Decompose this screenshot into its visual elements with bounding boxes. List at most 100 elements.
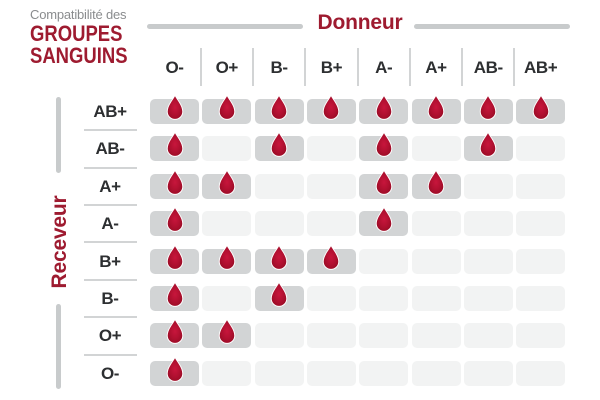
- cell-O--A-: [359, 360, 409, 386]
- cell-O--B+: [306, 360, 356, 386]
- cell-A+-AB-: [463, 173, 513, 199]
- cell-AB--O+: [202, 136, 252, 162]
- row-separator: [84, 204, 137, 206]
- column-separator: [199, 48, 202, 86]
- cell-A--AB+: [516, 211, 566, 237]
- cell-A--O+: [202, 211, 252, 237]
- donor-col-header-O+: O+: [215, 58, 239, 77]
- cell-A--B+: [306, 211, 356, 237]
- cell-B--O-: [150, 282, 199, 311]
- row-separator: [84, 241, 137, 244]
- cell-A+-A+: [411, 170, 461, 199]
- cell-AB+-O-: [150, 95, 199, 124]
- blood-drop-icon: [166, 207, 183, 233]
- cell-A+-B-: [254, 173, 304, 199]
- blood-drop-icon: [270, 244, 288, 270]
- cell-A--O-: [150, 207, 199, 237]
- cell-O--O+: [202, 360, 252, 386]
- cell-AB--AB-: [463, 132, 513, 162]
- row-separator: [84, 353, 137, 356]
- cell-AB--O-: [150, 132, 199, 162]
- cell-B--A+: [411, 286, 461, 311]
- donor-col-header-AB+: AB+: [523, 58, 558, 77]
- cell-B+-A+: [411, 248, 461, 274]
- cell-AB+-A+: [411, 95, 461, 124]
- title-main-line2: SANGUINS: [30, 43, 128, 68]
- donor-axis-label: Donneur: [317, 11, 403, 34]
- column-separator: [461, 48, 464, 86]
- cell-B+-O+: [202, 244, 252, 274]
- cell-O+-A-: [359, 323, 409, 349]
- cell-O--AB+: [516, 360, 566, 386]
- donor-col-header-AB-: AB-: [473, 58, 503, 77]
- cell-A+-A-: [359, 170, 409, 199]
- cell-O--AB-: [463, 360, 513, 386]
- recipient-row-label-B-: B-: [101, 289, 119, 308]
- cell-A--B-: [254, 211, 304, 237]
- blood-drop-icon: [218, 170, 236, 195]
- blood-drop-icon: [270, 132, 288, 158]
- column-separator: [513, 48, 516, 86]
- title: Compatibilité des GROUPES SANGUINS: [30, 7, 146, 67]
- blood-drop-icon: [270, 282, 288, 307]
- column-separator: [304, 48, 307, 86]
- row-separator: [84, 316, 137, 319]
- recipient-row-label-O-: O-: [100, 363, 120, 383]
- donor-axis-line-left: [147, 24, 303, 29]
- recipient-axis-line-bottom: [56, 304, 61, 389]
- cell-B--A-: [359, 286, 409, 311]
- cell-AB--B-: [254, 132, 304, 162]
- blood-drop-icon: [166, 244, 183, 270]
- blood-drop-icon: [375, 132, 392, 158]
- blood-drop-icon: [427, 170, 445, 195]
- cell-O+-O-: [150, 319, 199, 349]
- cell-AB+-B-: [254, 95, 304, 124]
- blood-drop-icon: [166, 357, 183, 382]
- column-separator: [408, 48, 411, 86]
- cell-A--AB-: [463, 211, 513, 237]
- cell-AB+-A-: [359, 95, 409, 124]
- title-eyebrow: Compatibilité des: [30, 7, 127, 22]
- cell-O+-AB+: [516, 323, 566, 349]
- column-separator: [251, 48, 254, 86]
- blood-drop-icon: [323, 244, 340, 270]
- title-main-line1: GROUPES: [30, 21, 123, 46]
- cell-O+-B-: [254, 323, 304, 349]
- cell-B--B-: [254, 282, 304, 311]
- blood-drop-icon: [166, 319, 183, 345]
- blood-drop-icon: [427, 95, 445, 120]
- cell-AB+-O+: [202, 95, 252, 124]
- cell-B+-AB-: [463, 248, 513, 274]
- cell-O+-A+: [411, 323, 461, 349]
- donor-col-header-A+: A+: [425, 58, 447, 77]
- cell-B+-A-: [359, 248, 409, 274]
- recipient-row-label-AB-: AB-: [95, 139, 125, 159]
- cell-AB--A-: [359, 132, 409, 162]
- donor-col-header-A-: A-: [375, 58, 393, 77]
- blood-drop-icon: [480, 132, 497, 158]
- cell-AB+-AB-: [463, 95, 513, 124]
- blood-drop-icon: [166, 132, 183, 158]
- cell-O--O-: [150, 357, 199, 386]
- cell-B+-O-: [150, 244, 199, 274]
- blood-drop-icon: [166, 95, 183, 120]
- recipient-axis-label: Receveur: [48, 195, 71, 289]
- cell-AB--AB+: [516, 136, 566, 162]
- blood-drop-icon: [375, 95, 392, 120]
- blood-drop-icon: [375, 170, 392, 195]
- cell-B+-AB+: [516, 248, 566, 274]
- cell-AB--A+: [411, 136, 461, 162]
- cell-A+-B+: [306, 173, 356, 199]
- recipient-row-label-A+: A+: [99, 176, 121, 196]
- row-separator: [84, 278, 137, 281]
- cell-B+-B+: [306, 244, 356, 274]
- blood-drop-icon: [323, 95, 340, 120]
- cell-O+-B+: [306, 323, 356, 349]
- cell-AB+-AB+: [516, 95, 566, 124]
- recipient-axis-line-top: [56, 97, 61, 173]
- cell-AB+-B+: [306, 95, 356, 124]
- blood-drop-icon: [375, 207, 392, 233]
- blood-drop-icon: [218, 95, 236, 120]
- cell-O--B-: [254, 360, 304, 386]
- blood-drop-icon: [218, 319, 236, 345]
